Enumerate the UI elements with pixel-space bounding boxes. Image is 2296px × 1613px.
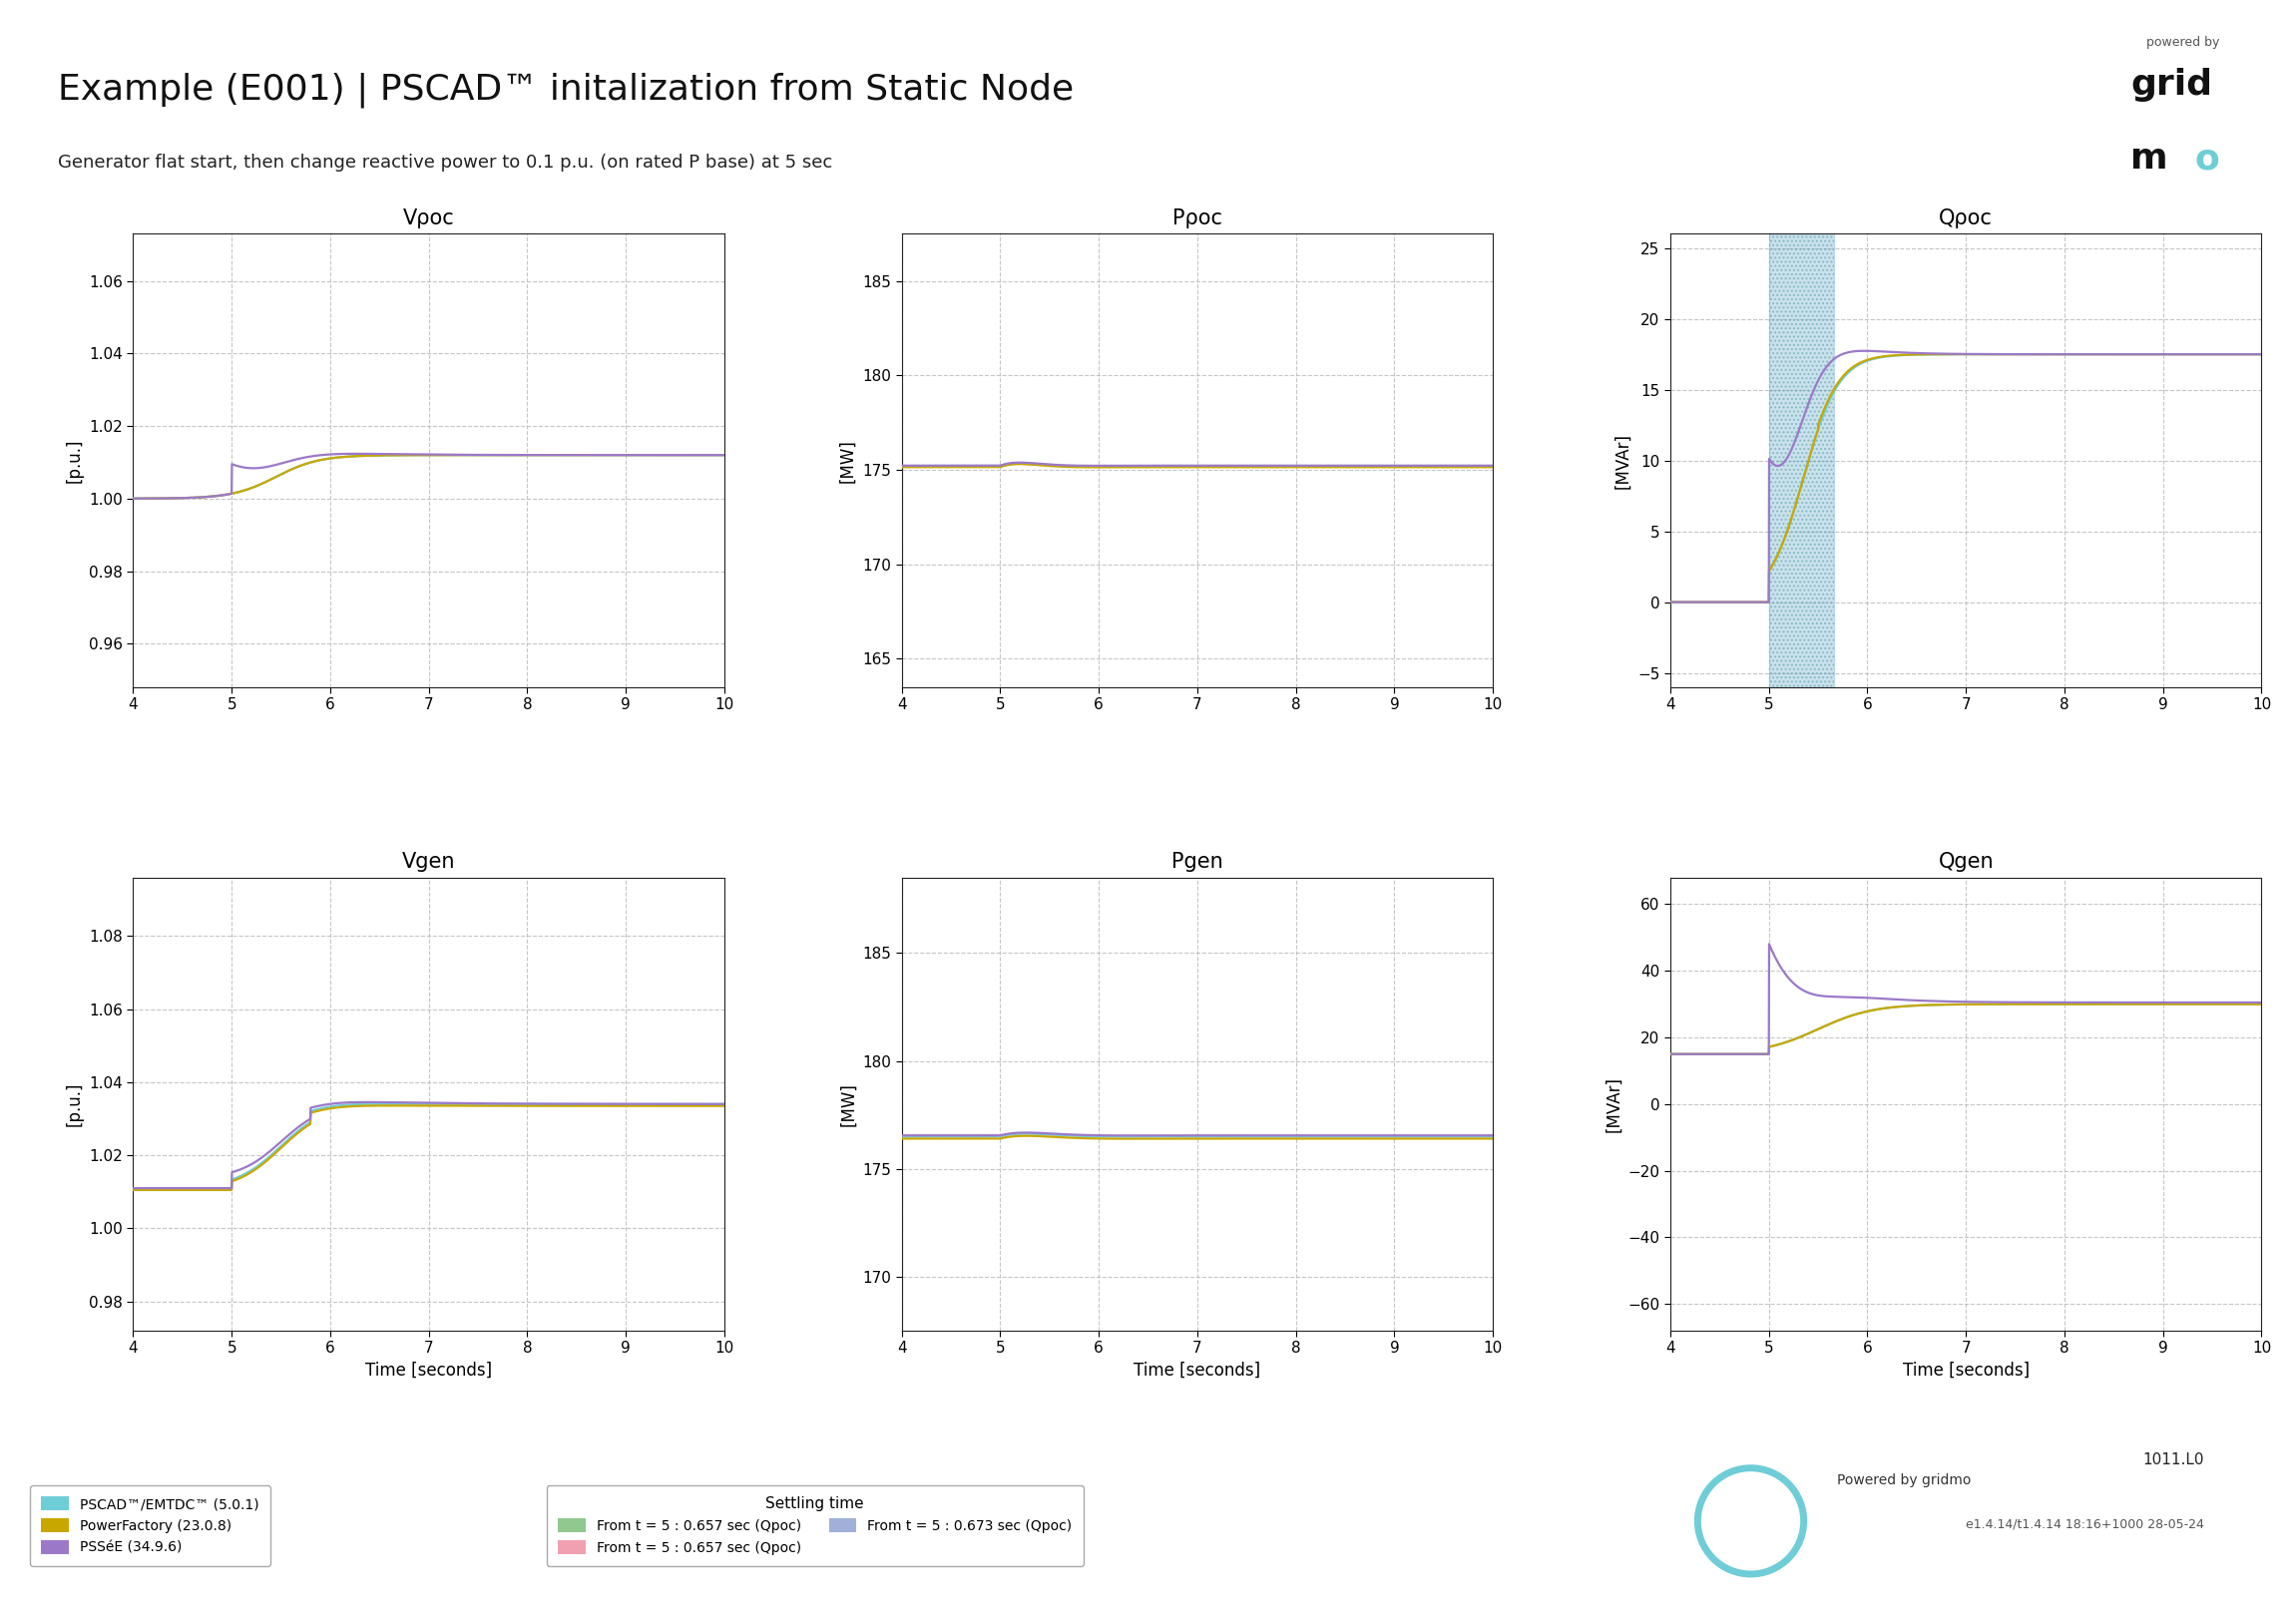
Text: grid: grid — [2131, 68, 2213, 102]
Text: m: m — [2131, 142, 2167, 176]
Title: Pgen: Pgen — [1171, 852, 1224, 871]
X-axis label: Time [seconds]: Time [seconds] — [365, 1361, 491, 1379]
Text: 1011.L0: 1011.L0 — [2142, 1452, 2204, 1468]
Y-axis label: [MW]: [MW] — [838, 1082, 856, 1126]
Text: Generator flat start, then change reactive power to 0.1 p.u. (on rated P base) a: Generator flat start, then change reacti… — [57, 153, 831, 171]
X-axis label: Time [seconds]: Time [seconds] — [1903, 1361, 2030, 1379]
Text: powered by: powered by — [2147, 35, 2220, 48]
Text: e1.4.14/t1.4.14 18:16+1000 28-05-24: e1.4.14/t1.4.14 18:16+1000 28-05-24 — [1965, 1518, 2204, 1531]
Bar — [1768, 234, 1835, 687]
Legend: PSCAD™/EMTDC™ (5.0.1), PowerFactory (23.0.8), PSSéE (34.9.6): PSCAD™/EMTDC™ (5.0.1), PowerFactory (23.… — [30, 1486, 271, 1566]
Title: Pρoc: Pρoc — [1173, 208, 1221, 227]
Title: Vρoc: Vρoc — [404, 208, 455, 227]
Title: Qgen: Qgen — [1938, 852, 1993, 871]
Text: Powered by gridmo: Powered by gridmo — [1837, 1474, 1970, 1487]
Y-axis label: [p.u.]: [p.u.] — [67, 1082, 83, 1126]
Title: Vgen: Vgen — [402, 852, 455, 871]
Text: Example (E001) | PSCAD™ initalization from Static Node: Example (E001) | PSCAD™ initalization fr… — [57, 73, 1072, 108]
Y-axis label: [MVAr]: [MVAr] — [1614, 432, 1632, 489]
Bar — [1768, 234, 1835, 687]
Title: Qρoc: Qρoc — [1940, 208, 1993, 227]
Y-axis label: [MW]: [MW] — [838, 439, 856, 482]
Y-axis label: [p.u.]: [p.u.] — [64, 439, 83, 482]
Text: o: o — [2195, 142, 2220, 176]
Y-axis label: [MVAr]: [MVAr] — [1605, 1076, 1623, 1132]
Legend: From t = 5 : 0.657 sec (Qpoc), From t = 5 : 0.657 sec (Qpoc), From t = 5 : 0.673: From t = 5 : 0.657 sec (Qpoc), From t = … — [546, 1486, 1084, 1566]
X-axis label: Time [seconds]: Time [seconds] — [1134, 1361, 1261, 1379]
